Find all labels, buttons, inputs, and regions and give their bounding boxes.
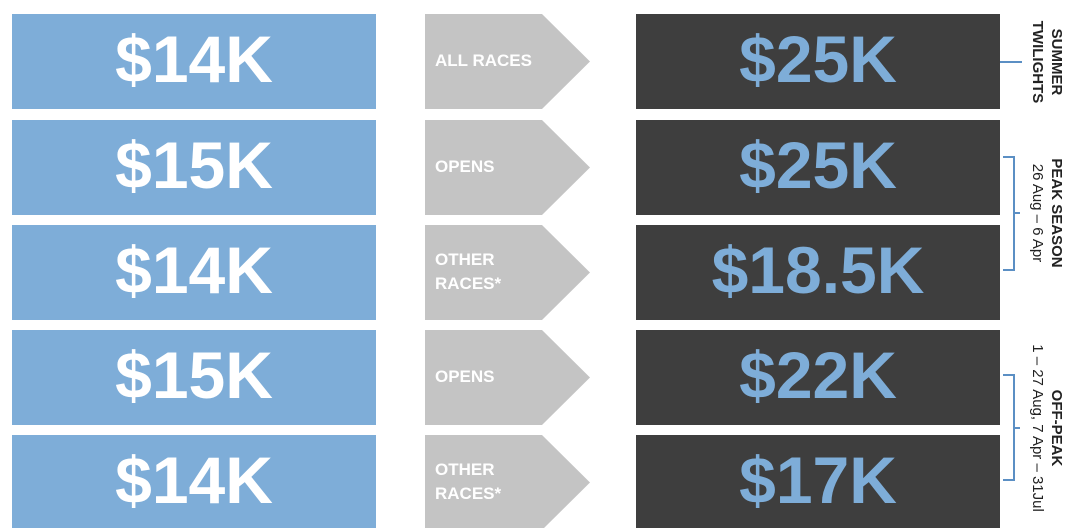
season-label: SUMMER: [1048, 29, 1065, 96]
right-value: $25K: [739, 22, 897, 96]
race-label: ALL RACES: [435, 51, 532, 70]
arrow: [425, 120, 590, 215]
left-value: $14K: [115, 233, 273, 307]
race-label: OPENS: [435, 367, 495, 386]
left-box: [12, 14, 376, 109]
race-label: OTHER: [435, 460, 495, 479]
season-label: 26 Aug – 6 Apr: [1029, 164, 1046, 262]
race-label: RACES*: [435, 484, 502, 503]
left-value: $14K: [115, 22, 273, 96]
season-label: PEAK SEASON: [1048, 158, 1065, 267]
left-value: $15K: [115, 338, 273, 412]
race-label: OTHER: [435, 250, 495, 269]
right-box: [636, 225, 1000, 320]
arrow: [425, 14, 590, 109]
season-label: 1 – 27 Aug, 7 Apr – 31Jul: [1029, 344, 1046, 512]
right-box: [636, 435, 1000, 528]
bracket: [1003, 156, 1020, 271]
left-box: [12, 330, 376, 425]
right-box: [636, 330, 1000, 425]
right-value: $22K: [739, 338, 897, 412]
arrow: [425, 330, 590, 425]
left-box: [12, 435, 376, 528]
right-box: [636, 14, 1000, 109]
arrow: [425, 225, 590, 320]
race-label: OPENS: [435, 157, 495, 176]
left-value: $14K: [115, 443, 273, 517]
left-box: [12, 225, 376, 320]
season-label: OFF-PEAK: [1048, 390, 1065, 467]
right-value: $25K: [739, 128, 897, 202]
right-value: $18.5K: [712, 233, 925, 307]
bracket: [1003, 374, 1020, 481]
right-box: [636, 120, 1000, 215]
arrow: [425, 435, 590, 528]
season-label: TWILIGHTS: [1029, 21, 1046, 104]
left-box: [12, 120, 376, 215]
right-value: $17K: [739, 443, 897, 517]
race-label: RACES*: [435, 274, 502, 293]
left-value: $15K: [115, 128, 273, 202]
